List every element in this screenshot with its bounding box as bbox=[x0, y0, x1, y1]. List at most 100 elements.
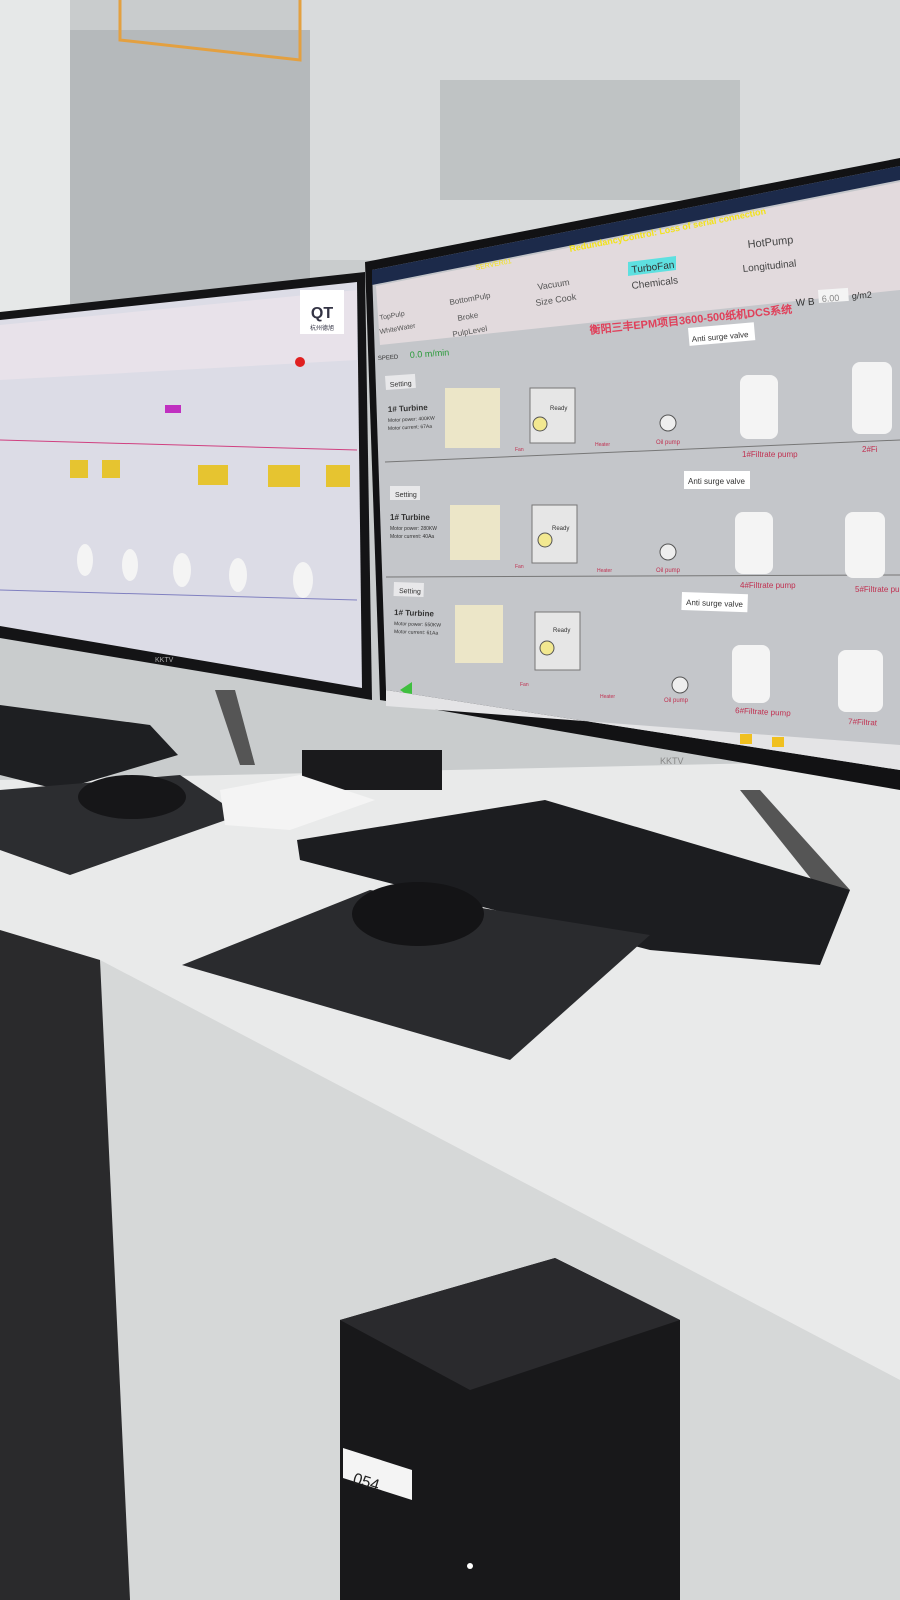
left-logo: QT bbox=[311, 305, 333, 322]
nav-turbofan-bg bbox=[628, 256, 676, 276]
motor-current: Motor current: 67Aa bbox=[388, 424, 433, 432]
fan-label: Fan bbox=[520, 682, 529, 688]
oil-pump-motor-icon bbox=[659, 414, 677, 432]
heater-label: Heater bbox=[597, 568, 612, 574]
setting-label: Setting bbox=[395, 492, 417, 499]
folder-icon[interactable] bbox=[740, 734, 752, 744]
left-process-diagram bbox=[0, 357, 358, 601]
ready-status: Ready bbox=[552, 526, 569, 532]
oil-pump-motor-icon bbox=[671, 676, 689, 694]
turbine-unit-1: Setting 1# Turbine Motor power: 400KW Mo… bbox=[384, 322, 900, 463]
filtrate-tank bbox=[735, 512, 773, 574]
nav-turbofan[interactable]: TurboFan bbox=[631, 260, 675, 276]
right-monitor-stand bbox=[740, 790, 850, 890]
left-monitor-screen bbox=[0, 282, 362, 688]
motor-icon bbox=[539, 640, 555, 656]
motor-icon bbox=[532, 416, 548, 432]
filtrate-tank bbox=[740, 375, 778, 439]
motor-current: Motor current: 40Aa bbox=[390, 534, 434, 540]
under-desk bbox=[0, 930, 130, 1600]
folder-icon[interactable] bbox=[772, 737, 784, 747]
turbine-label: 1# Turbine bbox=[388, 403, 429, 414]
filtrate-pump-label: 2#Fi bbox=[862, 445, 878, 454]
main-keyboard[interactable] bbox=[297, 800, 850, 965]
turbine-label: 1# Turbine bbox=[394, 608, 435, 618]
anti-surge-valve-button[interactable] bbox=[684, 471, 750, 489]
left-mouse[interactable] bbox=[78, 775, 186, 819]
filtrate-tank bbox=[732, 645, 770, 703]
oil-pump-motor-icon bbox=[659, 543, 677, 561]
turbine-unit-2: Setting 1# Turbine Motor power: 280KW Mo… bbox=[385, 471, 900, 594]
turbine-unit-3: Setting 1# Turbine Motor power: 550KW Mo… bbox=[393, 582, 883, 728]
filtrate-pump-label: 7#Filtrat bbox=[848, 717, 878, 728]
fan-label: Fan bbox=[515, 447, 524, 453]
right-monitor-brand: KKTV bbox=[660, 756, 684, 766]
taskbar bbox=[386, 690, 900, 770]
beam bbox=[440, 80, 740, 200]
ready-status: Ready bbox=[553, 628, 570, 634]
nav-buttons[interactable]: TopPulp WhiteWater BottomPulp Broke Pulp… bbox=[379, 234, 797, 339]
oil-pump-label: Oil pump bbox=[656, 440, 681, 446]
filtrate-pump-label: 1#Filtrate pump bbox=[742, 450, 798, 459]
railing bbox=[118, 0, 302, 62]
param-table bbox=[445, 388, 500, 448]
wb-label: W B bbox=[795, 297, 815, 309]
anti-surge-valve-button[interactable] bbox=[688, 322, 756, 346]
nav-toppulp[interactable]: TopPulp bbox=[379, 311, 405, 322]
turbine-drawing bbox=[534, 611, 581, 671]
mini-pc bbox=[302, 750, 442, 790]
window bbox=[0, 0, 70, 320]
ready-status: Ready bbox=[550, 406, 567, 412]
left-keyboard[interactable] bbox=[0, 705, 178, 790]
speed-label: SPEED bbox=[378, 355, 399, 362]
alarm-bar bbox=[372, 166, 900, 285]
nav-broke[interactable]: Broke bbox=[457, 310, 480, 323]
wb-unit: g/m2 bbox=[851, 290, 872, 301]
motor-current: Motor current: 61Aa bbox=[394, 629, 439, 637]
main-mousepad bbox=[182, 890, 650, 1060]
motor-power: Motor power: 550KW bbox=[394, 621, 441, 629]
main-mouse[interactable] bbox=[352, 882, 484, 946]
turbine-drawing bbox=[529, 387, 576, 444]
filtrate-pump-label: 5#Filtrate pump bbox=[855, 585, 900, 594]
wb-field[interactable] bbox=[818, 287, 849, 303]
filtrate-pump-label: 4#Filtrate pump bbox=[740, 581, 796, 590]
turbine-label: 1# Turbine bbox=[390, 513, 430, 522]
heater-label: Heater bbox=[595, 442, 610, 448]
pc-label-sticker bbox=[343, 1448, 412, 1500]
oil-pump-label: Oil pump bbox=[656, 568, 681, 574]
motor-power: Motor power: 280KW bbox=[390, 526, 437, 532]
nav-hotpump[interactable]: HotPump bbox=[747, 234, 794, 251]
pc-tower-top bbox=[340, 1258, 680, 1390]
left-monitor-brand: KKTV bbox=[155, 657, 174, 664]
fan-label: Fan bbox=[515, 564, 524, 570]
left-monitor-stand bbox=[215, 690, 255, 765]
left-logo-box bbox=[300, 290, 344, 334]
power-led bbox=[467, 1563, 473, 1569]
anti-surge-valve-label: Anti surge valve bbox=[688, 477, 745, 486]
left-screen-header bbox=[0, 290, 357, 380]
setting-button[interactable] bbox=[390, 486, 420, 500]
nav-vacuum[interactable]: Vacuum bbox=[537, 277, 571, 292]
motor-power: Motor power: 400KW bbox=[388, 416, 435, 424]
heater-label: Heater bbox=[600, 694, 615, 700]
motor-icon bbox=[537, 532, 553, 548]
filtrate-tank bbox=[838, 650, 883, 712]
setting-label: Setting bbox=[390, 380, 412, 389]
setting-label: Setting bbox=[399, 588, 421, 596]
anti-surge-valve-label: Anti surge valve bbox=[686, 598, 744, 609]
param-table bbox=[455, 605, 503, 663]
wb-value: 6.00 bbox=[821, 293, 839, 304]
oil-pump-label: Oil pump bbox=[664, 698, 689, 704]
paper bbox=[220, 775, 375, 830]
filtrate-tank bbox=[845, 512, 885, 578]
partition bbox=[70, 30, 310, 310]
speed-value: 0.0 m/min bbox=[409, 347, 449, 360]
filtrate-pump-label: 6#Filtrate pump bbox=[735, 706, 792, 718]
turbine-drawing bbox=[531, 504, 578, 564]
anti-surge-valve-button[interactable] bbox=[681, 592, 748, 613]
setting-button[interactable] bbox=[385, 373, 416, 390]
setting-button[interactable] bbox=[393, 582, 424, 598]
